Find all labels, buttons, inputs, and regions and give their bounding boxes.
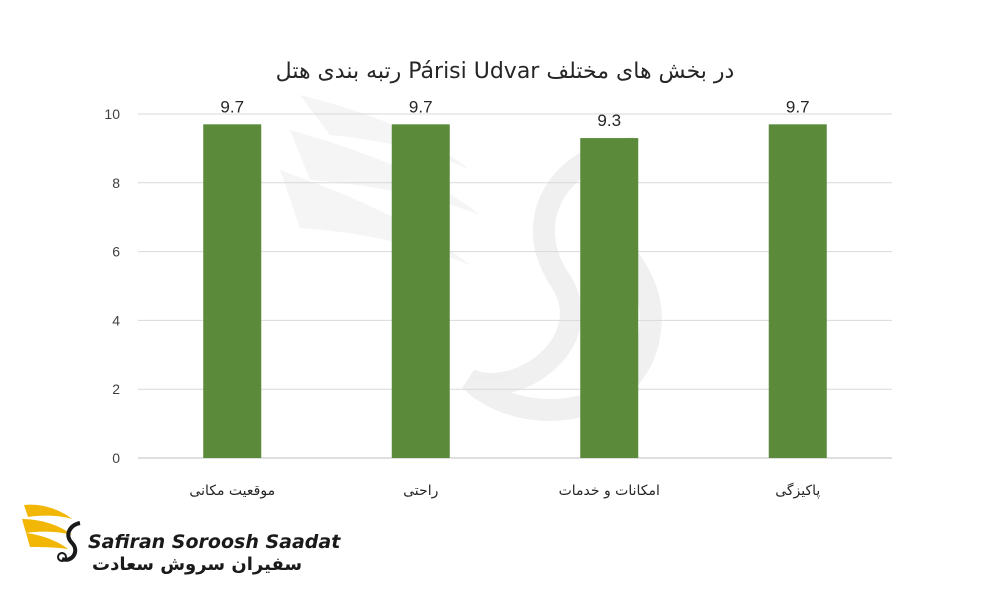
data-labels: 9.7 9.7 9.3 9.7 bbox=[220, 97, 809, 130]
y-axis-ticks: 0 2 4 6 8 10 bbox=[104, 106, 120, 466]
y-tick-label: 0 bbox=[112, 450, 120, 466]
bar bbox=[768, 124, 827, 458]
brand-logo: Safiran Soroosh Saadat سفیران سروش سعادت bbox=[20, 495, 340, 585]
y-tick-label: 4 bbox=[112, 312, 120, 328]
bar bbox=[391, 124, 450, 458]
y-tick-label: 10 bbox=[104, 106, 120, 122]
bar bbox=[580, 138, 639, 458]
winged-s-logo-icon bbox=[22, 504, 81, 562]
y-tick-label: 8 bbox=[112, 175, 120, 191]
gridlines bbox=[138, 113, 892, 459]
bars bbox=[203, 124, 827, 458]
data-label: 9.7 bbox=[409, 97, 433, 116]
data-label: 9.7 bbox=[786, 97, 810, 116]
x-category-label: موقعیت مکانی bbox=[189, 483, 275, 499]
brand-name-en: Safiran Soroosh Saadat bbox=[88, 531, 341, 553]
chart-title: رتبه بندی هتل Párisi Udvar در بخش های مخ… bbox=[276, 59, 735, 84]
data-label: 9.7 bbox=[220, 97, 244, 116]
bar bbox=[203, 124, 262, 458]
y-tick-label: 2 bbox=[112, 381, 120, 397]
brand-name-fa: سفیران سروش سعادت bbox=[92, 554, 303, 575]
data-label: 9.3 bbox=[597, 111, 621, 130]
x-category-label: پاکیزگی bbox=[775, 482, 820, 499]
x-axis-categories: موقعیت مکانی راحتی امکانات و خدمات پاکیزگی bbox=[189, 482, 820, 499]
y-tick-label: 6 bbox=[112, 244, 120, 260]
x-category-label: امکانات و خدمات bbox=[559, 483, 660, 499]
x-category-label: راحتی bbox=[403, 483, 438, 499]
